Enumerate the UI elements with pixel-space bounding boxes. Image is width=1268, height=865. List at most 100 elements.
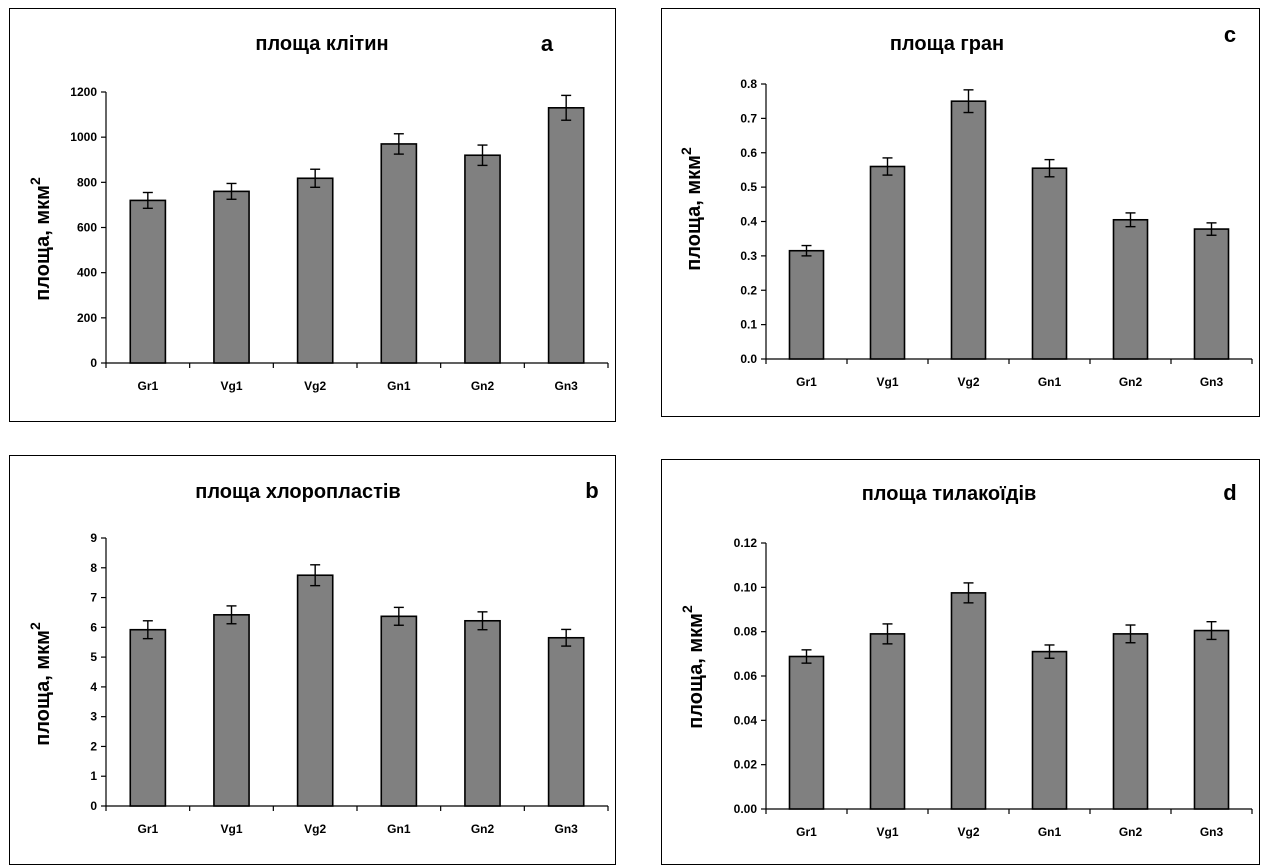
chart-c-ytick-label: 0.8 [740, 77, 757, 91]
chart-b-ytick-label: 3 [90, 710, 97, 724]
chart-b-ytick-label: 9 [90, 531, 97, 545]
chart-b-bar [547, 636, 585, 807]
chart-a-bar [296, 177, 334, 364]
chart-a-ytick-label: 600 [77, 221, 97, 235]
chart-a-bar [380, 143, 418, 364]
chart-b-ytick-label: 8 [90, 561, 97, 575]
chart-a-bar [547, 107, 585, 364]
chart-a-title: площа клітин [255, 33, 388, 55]
chart-c-ytick-label: 0.7 [740, 111, 757, 125]
chart-b-bar [129, 628, 167, 807]
chart-d-letter: d [1223, 480, 1236, 505]
chart-c-bar [1112, 218, 1149, 360]
chart-d-ytick-label: 0.04 [734, 713, 758, 727]
chart-d-svg: площа тилакоїдів d площа, мкм2 0.000.020… [679, 480, 1253, 839]
chart-c-category-label: Gn1 [1038, 375, 1062, 389]
chart-c-bar [788, 249, 825, 360]
chart-b-ytick-label: 7 [90, 591, 97, 605]
chart-b-title: площа хлоропластів [195, 481, 400, 503]
chart-d-ylabel: площа, мкм2 [679, 605, 707, 729]
chart-c-ytick-label: 0.4 [740, 215, 757, 229]
chart-b-category-label: Gn2 [471, 822, 495, 836]
chart-c-letter: c [1224, 22, 1236, 47]
chart-panel-b: площа хлоропластів b площа, мкм2 0 1 2 3 4 5 6… [9, 455, 616, 865]
chart-a-category-label: Gn2 [471, 379, 495, 393]
chart-a-bar [129, 199, 167, 364]
chart-c-bar [1031, 167, 1068, 360]
chart-c-ylabel: площа, мкм2 [678, 147, 705, 271]
chart-d-bar [1031, 650, 1068, 810]
chart-d-bar [788, 655, 825, 810]
chart-b-ytick-label: 2 [90, 739, 97, 753]
chart-b-category-label: Gn1 [387, 822, 411, 836]
chart-a-category-label: Gn1 [387, 379, 411, 393]
chart-a-bar [213, 190, 250, 364]
chart-c-bar [869, 165, 906, 360]
chart-c-svg: площа гран c площа, мкм2 0.0 0.1 0.2 0.3 0.4… [678, 22, 1253, 389]
chart-panel-d: площа тилакоїдів d площа, мкм2 0.00 0.02 0… [661, 459, 1260, 865]
chart-d-title: площа тилакоїдів [862, 483, 1037, 505]
chart-c-bar [1193, 228, 1230, 360]
chart-b-ytick-label: 4 [90, 680, 97, 694]
chart-b-ylabel: площа, мкм2 [27, 622, 54, 746]
chart-a-ytick-label: 800 [77, 175, 97, 189]
chart-c-ytick-label: 0.2 [740, 283, 757, 297]
chart-d-category-label: Gn3 [1200, 825, 1224, 839]
chart-b-category-label: Vg2 [304, 822, 326, 836]
chart-b-ytick-label: 6 [90, 620, 97, 634]
chart-a-svg: площа клітин a площа, мкм2 0 200 400 600 800… [27, 31, 609, 393]
chart-d-plot: 0.00 0.02 0.04 0.06 0.08 0.10 0.12 Gr1 Vg1 Vg2 Gn1… [734, 536, 1253, 839]
chart-a-ytick-label: 0 [90, 356, 97, 370]
chart-panel-c: площа гран c площа, мкм2 0.0 0.1 0.2 0.3 0.4… [661, 8, 1260, 417]
chart-d-category-label: Gr1 [796, 825, 817, 839]
chart-c-category-label: Vg2 [957, 375, 979, 389]
chart-d-category-label: Vg1 [876, 825, 898, 839]
chart-d-ytick-label: 0.06 [734, 669, 758, 683]
chart-a-ytick-label: 1000 [70, 130, 97, 144]
chart-c-category-label: Vg1 [876, 375, 898, 389]
chart-a-letter: a [541, 31, 554, 56]
chart-c-category-label: Gn2 [1119, 375, 1143, 389]
chart-d-ytick-label: 0.02 [734, 758, 758, 772]
chart-d-bar [1193, 629, 1230, 810]
chart-a-plot: 0 200 400 600 800 1000 1200 Gr1 Vg1 Vg2 Gn1 Gn2 Gn3 [70, 85, 609, 393]
chart-c-ytick-label: 0.3 [740, 249, 757, 263]
chart-d-category-label: Gn1 [1038, 825, 1062, 839]
chart-panel-a: площа клітин a площа, мкм2 0 200 400 600 800… [9, 8, 616, 422]
chart-b-plot: 0 1 2 3 4 5 6 7 8 9 Gr1 Vg1 Vg2 Gn1 Gn2 Gn3 [90, 531, 609, 836]
chart-b-bar [464, 619, 501, 807]
chart-b-category-label: Vg1 [220, 822, 242, 836]
chart-d-ytick-label: 0.10 [734, 580, 758, 594]
chart-b-ytick-label: 0 [90, 799, 97, 813]
chart-a-category-label: Gr1 [137, 379, 158, 393]
chart-a-category-label: Vg1 [220, 379, 242, 393]
chart-b-ytick-label: 1 [90, 769, 97, 783]
chart-c-title: площа гран [890, 33, 1004, 55]
chart-d-bar [950, 592, 987, 810]
chart-c-ytick-label: 0.5 [740, 180, 757, 194]
chart-a-ylabel: площа, мкм2 [27, 177, 54, 301]
chart-c-plot: 0.0 0.1 0.2 0.3 0.4 0.5 0.6 0.7 0.8 Gr1 Vg1 Vg2 Gn1 G… [740, 77, 1253, 389]
chart-d-category-label: Gn2 [1119, 825, 1143, 839]
chart-b-ytick-label: 5 [90, 650, 97, 664]
chart-a-bar [464, 154, 501, 364]
chart-c-ytick-label: 0.0 [740, 352, 757, 366]
chart-d-category-label: Vg2 [957, 825, 979, 839]
chart-d-ytick-label: 0.12 [734, 536, 758, 550]
chart-b-bar [213, 614, 250, 807]
chart-d-ytick-label: 0.00 [734, 802, 758, 816]
chart-a-ytick-label: 1200 [70, 85, 97, 99]
chart-c-category-label: Gr1 [796, 375, 817, 389]
chart-b-bar [380, 615, 418, 807]
chart-a-ytick-label: 200 [77, 311, 97, 325]
chart-b-svg: площа хлоропластів b площа, мкм2 0 1 2 3 4 5 6… [27, 478, 609, 836]
chart-b-category-label: Gn3 [554, 822, 578, 836]
chart-d-bar [1112, 633, 1149, 810]
chart-a-category-label: Gn3 [554, 379, 578, 393]
chart-b-bar [296, 574, 334, 807]
chart-b-letter: b [585, 478, 598, 503]
chart-d-bar [869, 633, 906, 810]
chart-d-ytick-label: 0.08 [734, 625, 758, 639]
chart-c-bar [950, 100, 987, 360]
chart-c-ytick-label: 0.1 [740, 318, 757, 332]
